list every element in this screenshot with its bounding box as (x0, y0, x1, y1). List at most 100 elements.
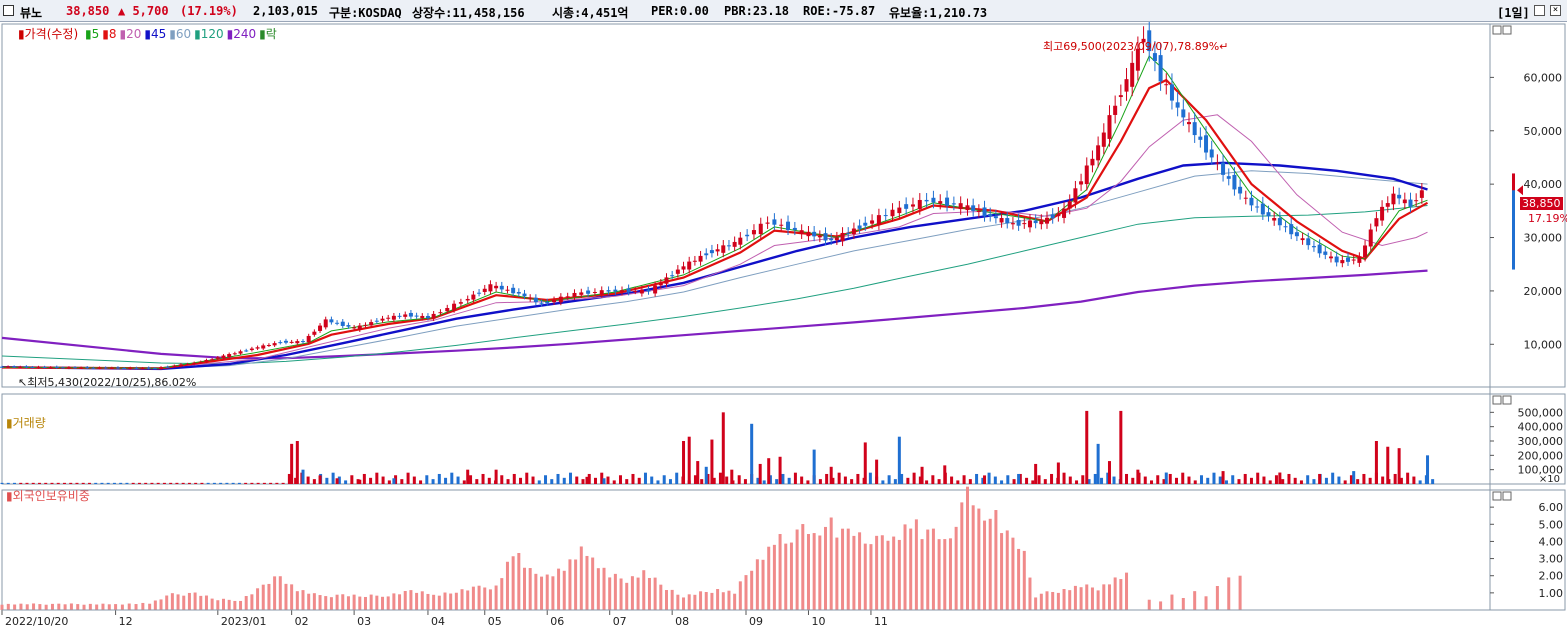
volume-bar (700, 479, 704, 484)
foreign-ratio-bar (523, 567, 527, 610)
stock-chart-svg[interactable]: 60,000 50,000 40,000 30,000 20,000 10,000 500,… (0, 17, 1567, 630)
volume-bar (1231, 475, 1235, 484)
select-checkbox[interactable] (3, 5, 14, 16)
candle-body (626, 288, 631, 293)
volume-bar (1337, 476, 1341, 484)
candle-body (522, 293, 527, 297)
candle-body (1277, 218, 1282, 226)
volume-bar (706, 473, 710, 484)
panel-menu-icon (1492, 395, 1502, 405)
price-y-tick-label: 60,000 (1524, 71, 1563, 84)
volume-bar (362, 473, 366, 484)
volume-bar (150, 482, 154, 484)
volume-bar (162, 482, 166, 484)
candle-body (772, 219, 777, 225)
candle-body (951, 203, 956, 205)
candle-body (539, 302, 544, 304)
foreign-ratio-bar (170, 593, 174, 610)
volume-bar (1106, 472, 1110, 484)
volume-bar (743, 479, 747, 484)
volume-bar (462, 480, 466, 484)
foreign-ratio-bar (471, 586, 475, 610)
volume-bar (1278, 472, 1282, 484)
minimize-button[interactable] (1534, 5, 1545, 16)
volume-y-tick-label: 100,000 (1518, 464, 1564, 477)
foreign-ratio-bar (69, 603, 73, 610)
candle-body (261, 345, 266, 349)
foreign-ratio-bar (95, 604, 99, 610)
volume-bar (1050, 473, 1054, 484)
candle-body (172, 365, 177, 367)
foreign-ratio-bar (778, 534, 782, 610)
volume-bar (506, 479, 510, 484)
x-axis-label: 09 (749, 615, 763, 628)
foreign-ratio-bar (704, 591, 708, 610)
candle-body (48, 367, 53, 369)
candle-body (988, 214, 993, 217)
candle-body (692, 260, 697, 262)
candle-body (511, 287, 516, 294)
volume-bar (767, 458, 771, 484)
foreign-ratio-bar (386, 596, 390, 610)
candle-body (1226, 176, 1231, 179)
candle-body (134, 367, 139, 369)
candle-body (1050, 214, 1055, 219)
candle-body (346, 325, 351, 327)
candle-body (1351, 259, 1356, 261)
volume-bar (1037, 475, 1041, 484)
volume-bar (718, 472, 722, 484)
volume-bar (612, 480, 616, 484)
volume-bar (1100, 477, 1104, 484)
foreign-ratio-bar (1085, 584, 1089, 610)
volume-bar (469, 475, 473, 484)
candle-body (408, 312, 413, 317)
volume-bar (231, 482, 235, 484)
volume-bar (950, 476, 954, 484)
volume-bar (1256, 472, 1260, 484)
foreign-ratio-bar (869, 544, 873, 610)
foreign-ratio-bar (221, 598, 225, 610)
volume-bar (1312, 479, 1316, 484)
period-button[interactable]: [1일] (1497, 6, 1530, 20)
candle-body (528, 297, 533, 299)
volume-bar (450, 472, 454, 484)
foreign-ratio-bar (625, 582, 629, 610)
foreign-ratio-bar (1096, 590, 1100, 610)
candle-body (452, 303, 457, 311)
candle-body (79, 367, 84, 369)
foreign-ratio-bar (318, 595, 322, 610)
candle-body (1300, 238, 1305, 241)
foreign-ratio-bar (38, 604, 42, 610)
foreign-ratio-bar (210, 598, 214, 610)
volume-bar (1162, 479, 1166, 484)
volume-bar (710, 439, 714, 484)
candle-body (904, 204, 909, 209)
candle-body (1147, 30, 1152, 52)
x-axis-label: 02 (295, 615, 309, 628)
candle-body (840, 232, 845, 242)
candle-body (60, 367, 65, 369)
foreign-ratio-bar (153, 600, 157, 610)
foreign-ratio-bar (852, 535, 856, 610)
candle-body (999, 218, 1004, 223)
volume-bar (682, 441, 686, 484)
volume-bar (937, 479, 941, 484)
candle-body (1397, 194, 1402, 199)
volume-bar (800, 476, 804, 484)
candle-body (12, 366, 17, 368)
volume-bar (962, 475, 966, 484)
foreign-ratio-bar (750, 570, 754, 610)
foreign-ratio-bar (716, 589, 720, 610)
volume-bar (419, 480, 423, 484)
volume-bar (675, 472, 679, 484)
foreign-ratio-bar (892, 536, 896, 610)
close-icon[interactable]: × (1550, 5, 1561, 16)
candle-body (499, 285, 504, 290)
candle-body (1113, 105, 1118, 115)
foreign-ratio-bar (437, 595, 441, 610)
foreign-ratio-bar (948, 538, 952, 610)
foreign-ratio-bar (199, 595, 203, 610)
volume-bar (494, 469, 498, 484)
foreign-ratio-bar (517, 553, 521, 610)
volume-bar (920, 466, 924, 484)
